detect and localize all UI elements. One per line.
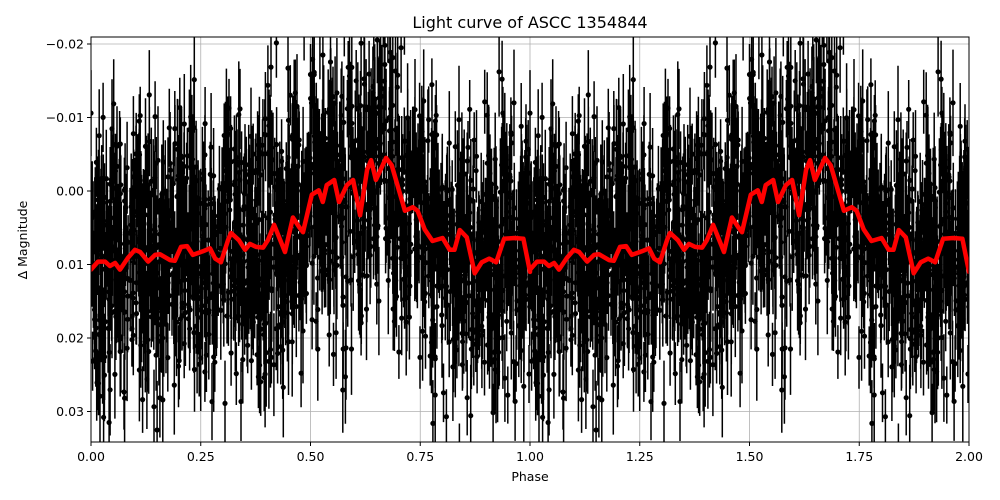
y-tick-label: −0.02 xyxy=(46,37,84,52)
x-tick-label: 2.00 xyxy=(955,449,983,464)
x-tick-label: 0.50 xyxy=(297,449,325,464)
y-tick-label: 0.03 xyxy=(56,404,84,419)
y-tick-label: 0.01 xyxy=(56,257,84,272)
x-tick-label: 1.00 xyxy=(516,449,544,464)
x-tick-label: 0.00 xyxy=(77,449,105,464)
y-tick-label: 0.02 xyxy=(56,331,84,346)
x-tick-label: 0.25 xyxy=(187,449,215,464)
data-markers xyxy=(91,37,969,433)
y-axis-label: Δ Magnitude xyxy=(15,200,30,279)
observation-points xyxy=(91,37,969,442)
point-markers xyxy=(91,37,969,433)
chart-title: Light curve of ASCC 1354844 xyxy=(412,13,647,32)
x-tick-label: 1.50 xyxy=(736,449,764,464)
y-tick-label: 0.00 xyxy=(56,184,84,199)
x-axis-label: Phase xyxy=(511,469,549,484)
y-axis-ticks: −0.02 −0.01 0.00 0.01 0.02 0.03 xyxy=(46,37,91,419)
x-tick-label: 0.75 xyxy=(406,449,434,464)
x-tick-label: 1.75 xyxy=(845,449,873,464)
x-axis-ticks: 0.00 0.25 0.50 0.75 1.00 1.25 1.50 1.75 2.00 xyxy=(77,442,983,464)
trend-line xyxy=(91,155,969,276)
y-tick-label: −0.01 xyxy=(46,110,84,125)
x-tick-label: 1.25 xyxy=(626,449,654,464)
